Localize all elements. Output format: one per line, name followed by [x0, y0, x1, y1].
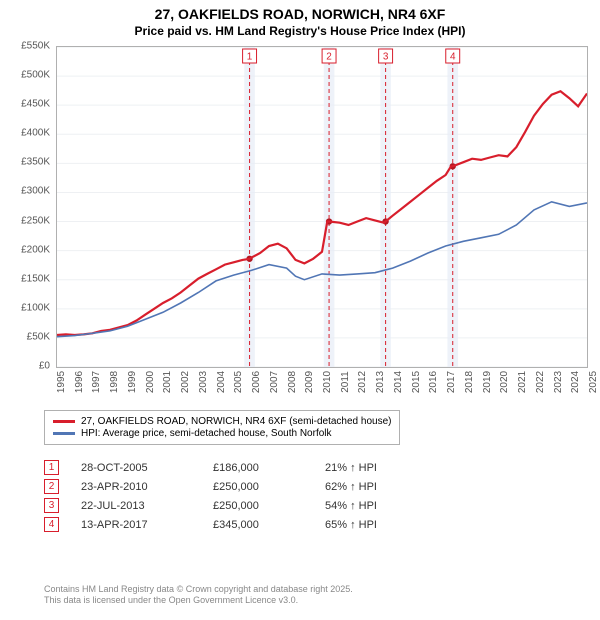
- y-tick-label: £350K: [21, 157, 50, 168]
- x-tick-label: 2020: [499, 371, 510, 393]
- transaction-badge: 3: [44, 498, 59, 513]
- x-tick-label: 2009: [304, 371, 315, 393]
- transaction-row: 4 13-APR-2017 £345,000 65% ↑ HPI: [44, 517, 415, 532]
- transaction-row: 2 23-APR-2010 £250,000 62% ↑ HPI: [44, 479, 415, 494]
- title-sub: Price paid vs. HM Land Registry's House …: [0, 24, 600, 38]
- x-tick-label: 2023: [553, 371, 564, 393]
- legend-swatch: [53, 420, 75, 423]
- transaction-price: £186,000: [213, 462, 303, 474]
- transaction-date: 22-JUL-2013: [81, 500, 191, 512]
- x-axis: 1995 1996 1997 1998 1999 2000 2001 2002 2003 2004…: [56, 368, 588, 396]
- y-tick-label: £50K: [27, 331, 50, 342]
- x-tick-label: 1997: [91, 371, 102, 393]
- plot-svg: 1 2 3 4: [57, 47, 587, 367]
- x-tick-label: 2025: [588, 371, 599, 393]
- y-tick-label: £450K: [21, 99, 50, 110]
- svg-text:2: 2: [326, 52, 332, 63]
- x-tick-label: 1996: [74, 371, 85, 393]
- x-tick-label: 2017: [446, 371, 457, 393]
- transaction-price: £250,000: [213, 481, 303, 493]
- transaction-pct: 65% ↑ HPI: [325, 519, 415, 531]
- x-tick-label: 2013: [375, 371, 386, 393]
- y-tick-label: £0: [39, 361, 50, 372]
- x-tick-label: 2016: [428, 371, 439, 393]
- y-tick-label: £200K: [21, 244, 50, 255]
- legend: 27, OAKFIELDS ROAD, NORWICH, NR4 6XF (se…: [44, 410, 400, 445]
- x-tick-label: 2024: [570, 371, 581, 393]
- y-axis: £0 £50K £100K £150K £200K £250K £300K £350K £400…: [10, 46, 54, 396]
- legend-item: 27, OAKFIELDS ROAD, NORWICH, NR4 6XF (se…: [53, 416, 391, 427]
- transaction-price: £250,000: [213, 500, 303, 512]
- svg-text:4: 4: [450, 52, 456, 63]
- plot-area: 1 2 3 4: [56, 46, 588, 368]
- x-tick-label: 2008: [287, 371, 298, 393]
- footer-line-2: This data is licensed under the Open Gov…: [44, 595, 353, 606]
- transaction-date: 23-APR-2010: [81, 481, 191, 493]
- y-tick-label: £400K: [21, 128, 50, 139]
- y-tick-label: £150K: [21, 273, 50, 284]
- x-tick-label: 2006: [251, 371, 262, 393]
- y-tick-label: £550K: [21, 41, 50, 52]
- x-tick-label: 2022: [535, 371, 546, 393]
- transaction-price: £345,000: [213, 519, 303, 531]
- title-main: 27, OAKFIELDS ROAD, NORWICH, NR4 6XF: [0, 6, 600, 22]
- footer: Contains HM Land Registry data © Crown c…: [44, 584, 353, 607]
- x-tick-label: 2012: [357, 371, 368, 393]
- legend-label: 27, OAKFIELDS ROAD, NORWICH, NR4 6XF (se…: [81, 416, 391, 427]
- x-tick-label: 1998: [109, 371, 120, 393]
- x-tick-label: 2021: [517, 371, 528, 393]
- x-tick-label: 2010: [322, 371, 333, 393]
- transaction-badge: 2: [44, 479, 59, 494]
- x-tick-label: 2004: [216, 371, 227, 393]
- transactions-table: 1 28-OCT-2005 £186,000 21% ↑ HPI 2 23-APR-201…: [44, 456, 415, 536]
- footer-line-1: Contains HM Land Registry data © Crown c…: [44, 584, 353, 595]
- transaction-badge: 4: [44, 517, 59, 532]
- x-tick-label: 1999: [127, 371, 138, 393]
- legend-swatch: [53, 432, 75, 435]
- x-tick-label: 1995: [56, 371, 67, 393]
- legend-label: HPI: Average price, semi-detached house,…: [81, 428, 332, 439]
- transaction-row: 1 28-OCT-2005 £186,000 21% ↑ HPI: [44, 460, 415, 475]
- svg-text:1: 1: [247, 52, 253, 63]
- title-block: 27, OAKFIELDS ROAD, NORWICH, NR4 6XF Pri…: [0, 0, 600, 38]
- x-tick-label: 2000: [145, 371, 156, 393]
- x-tick-label: 2015: [411, 371, 422, 393]
- x-tick-label: 2014: [393, 371, 404, 393]
- x-tick-label: 2001: [162, 371, 173, 393]
- transaction-row: 3 22-JUL-2013 £250,000 54% ↑ HPI: [44, 498, 415, 513]
- x-tick-label: 2005: [233, 371, 244, 393]
- y-tick-label: £500K: [21, 70, 50, 81]
- y-tick-label: £250K: [21, 215, 50, 226]
- transaction-pct: 62% ↑ HPI: [325, 481, 415, 493]
- x-tick-label: 2007: [269, 371, 280, 393]
- legend-item: HPI: Average price, semi-detached house,…: [53, 428, 391, 439]
- y-tick-label: £100K: [21, 302, 50, 313]
- transaction-pct: 21% ↑ HPI: [325, 462, 415, 474]
- x-tick-label: 2018: [464, 371, 475, 393]
- x-tick-label: 2002: [180, 371, 191, 393]
- transaction-date: 13-APR-2017: [81, 519, 191, 531]
- y-tick-label: £300K: [21, 186, 50, 197]
- transaction-date: 28-OCT-2005: [81, 462, 191, 474]
- x-tick-label: 2003: [198, 371, 209, 393]
- svg-text:3: 3: [383, 52, 389, 63]
- root: 27, OAKFIELDS ROAD, NORWICH, NR4 6XF Pri…: [0, 0, 600, 620]
- chart-area: £0 £50K £100K £150K £200K £250K £300K £350K £400…: [10, 46, 590, 396]
- x-tick-label: 2019: [482, 371, 493, 393]
- x-tick-label: 2011: [340, 371, 351, 393]
- transaction-pct: 54% ↑ HPI: [325, 500, 415, 512]
- transaction-badge: 1: [44, 460, 59, 475]
